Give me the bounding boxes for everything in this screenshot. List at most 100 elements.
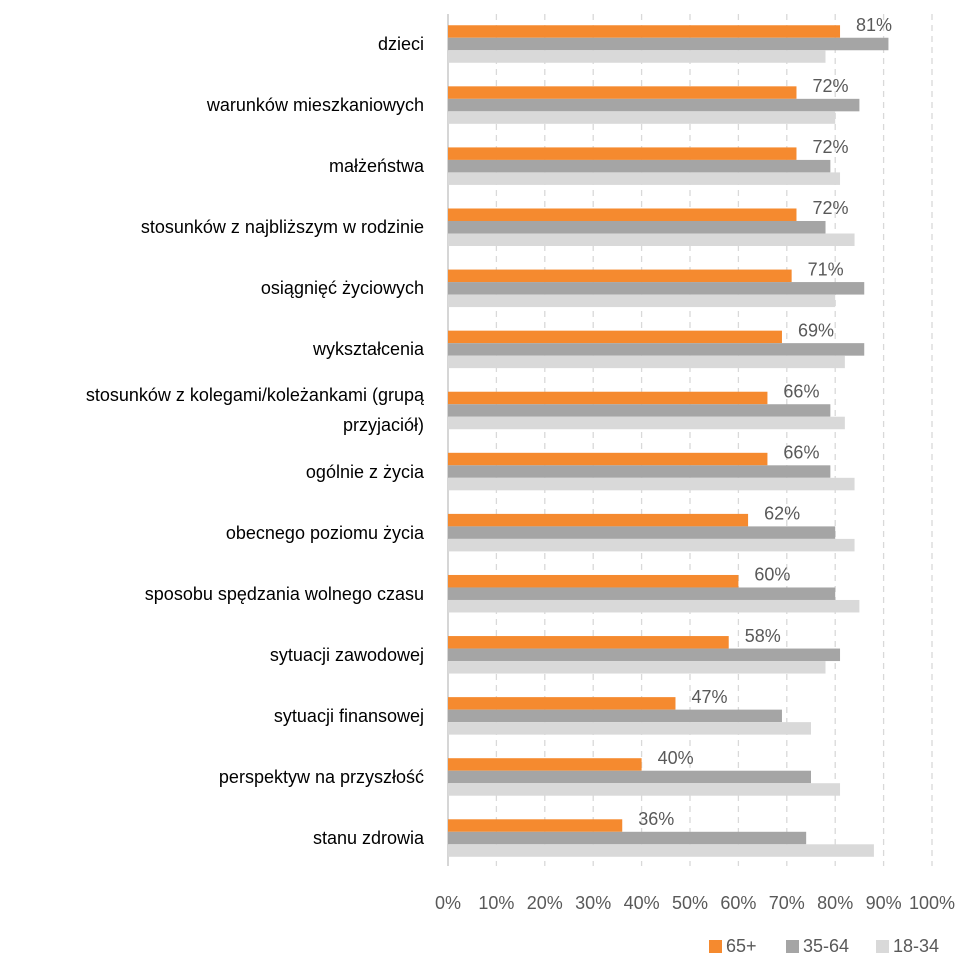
legend-swatch: [709, 940, 722, 953]
bar: [448, 513, 749, 527]
bar: [448, 330, 782, 344]
category-text: warunków mieszkaniowych: [206, 95, 424, 116]
category-text: stanu zdrowia: [312, 828, 424, 849]
value-label: 81%: [856, 15, 892, 35]
bar: [448, 574, 739, 588]
bar: [448, 709, 782, 723]
value-label: 71%: [808, 259, 844, 279]
bar: [448, 86, 797, 99]
x-tick-label: 80%: [817, 893, 853, 913]
value-label: 72%: [812, 198, 848, 218]
bar: [448, 783, 841, 796]
bar: [448, 452, 768, 466]
category-label: sytuacji finansowej: [6, 686, 424, 746]
legend-swatch: [876, 940, 889, 953]
category-label: ogólnie z życia: [6, 442, 424, 502]
x-tick-label: 20%: [527, 893, 563, 913]
x-tick-label: 50%: [672, 893, 708, 913]
category-text: sytuacji finansowej: [273, 705, 424, 726]
x-tick-label: 30%: [575, 893, 611, 913]
bar: [448, 111, 836, 124]
category-label: osiągnięć życiowych: [6, 258, 424, 318]
category-text: dzieci: [377, 34, 424, 54]
bar: [448, 343, 865, 356]
value-label: 58%: [745, 626, 781, 646]
category-label: warunków mieszkaniowych: [6, 75, 424, 135]
category-text: ogólnie z życia: [305, 461, 424, 482]
bar: [448, 98, 860, 112]
x-tick-label: 100%: [909, 893, 955, 913]
bar: [448, 208, 797, 221]
bar: [448, 697, 676, 710]
value-label: 62%: [764, 504, 800, 524]
x-tick-label: 60%: [720, 893, 756, 913]
value-label: 66%: [783, 381, 819, 401]
bar: [448, 587, 836, 600]
category-text: wykształcenia: [312, 339, 424, 360]
value-label: 69%: [798, 320, 834, 340]
category-label: sposobu spędzania wolnego czasu: [6, 564, 424, 624]
bar: [448, 294, 836, 308]
category-text: stosunków z kolegami/koleżankami (grupą …: [85, 385, 424, 436]
value-label: 72%: [812, 137, 848, 157]
bar: [448, 25, 841, 38]
category-label: wykształcenia: [6, 319, 424, 379]
bar: [448, 465, 831, 478]
bar: [448, 147, 797, 160]
category-label: obecnego poziomu życia: [6, 503, 424, 563]
bar: [448, 404, 831, 417]
legend-swatch: [786, 940, 799, 953]
x-tick-label: 0%: [435, 893, 461, 913]
bar: [448, 269, 792, 283]
legend-label: 65+: [726, 936, 757, 956]
bar: [448, 844, 874, 857]
x-tick-label: 90%: [866, 893, 902, 913]
value-label: 60%: [754, 565, 790, 585]
category-label: stanu zdrowia: [6, 808, 424, 868]
category-text: małżeństwa: [328, 156, 424, 177]
bar: [448, 538, 855, 552]
category-label: perspektyw na przyszłość: [6, 747, 424, 807]
bar: [448, 477, 855, 491]
category-text: osiągnięć życiowych: [260, 278, 424, 299]
category-label: stosunków z najbliższym w rodzinie: [6, 197, 424, 257]
x-tick-label: 10%: [478, 893, 514, 913]
category-label: małżeństwa: [6, 136, 424, 196]
bar: [448, 172, 841, 185]
bar: [448, 722, 811, 735]
legend-label: 18-34: [893, 936, 939, 956]
value-label: 36%: [638, 809, 674, 829]
bar: [448, 648, 841, 662]
category-text: perspektyw na przyszłość: [218, 766, 424, 787]
category-label: stosunków z kolegami/koleżankami (grupą …: [6, 380, 424, 440]
value-label: 66%: [783, 443, 819, 463]
legend-label: 35-64: [803, 936, 849, 956]
bar: [448, 50, 826, 63]
category-text: stosunków z najbliższym w rodzinie: [140, 217, 424, 238]
bar: [448, 233, 855, 246]
category-text: sposobu spędzania wolnego czasu: [144, 583, 424, 604]
category-text: sytuacji zawodowej: [269, 644, 424, 665]
bar: [448, 220, 826, 234]
category-label: dzieci: [6, 14, 424, 74]
x-tick-label: 70%: [769, 893, 805, 913]
category-text: obecnego poziomu życia: [225, 522, 424, 543]
bar: [448, 416, 845, 430]
bar: [448, 159, 831, 173]
value-label: 47%: [691, 687, 727, 707]
bar: [448, 355, 845, 369]
bar: [448, 599, 860, 613]
bar: [448, 758, 642, 771]
bar: [448, 661, 826, 674]
x-tick-label: 40%: [624, 893, 660, 913]
bar: [448, 282, 865, 295]
value-label: 72%: [812, 76, 848, 96]
bar: [448, 636, 729, 649]
category-label: sytuacji zawodowej: [6, 625, 424, 685]
value-label: 40%: [658, 748, 694, 768]
bar: [448, 391, 768, 405]
bar: [448, 831, 807, 845]
bar: [448, 819, 623, 832]
